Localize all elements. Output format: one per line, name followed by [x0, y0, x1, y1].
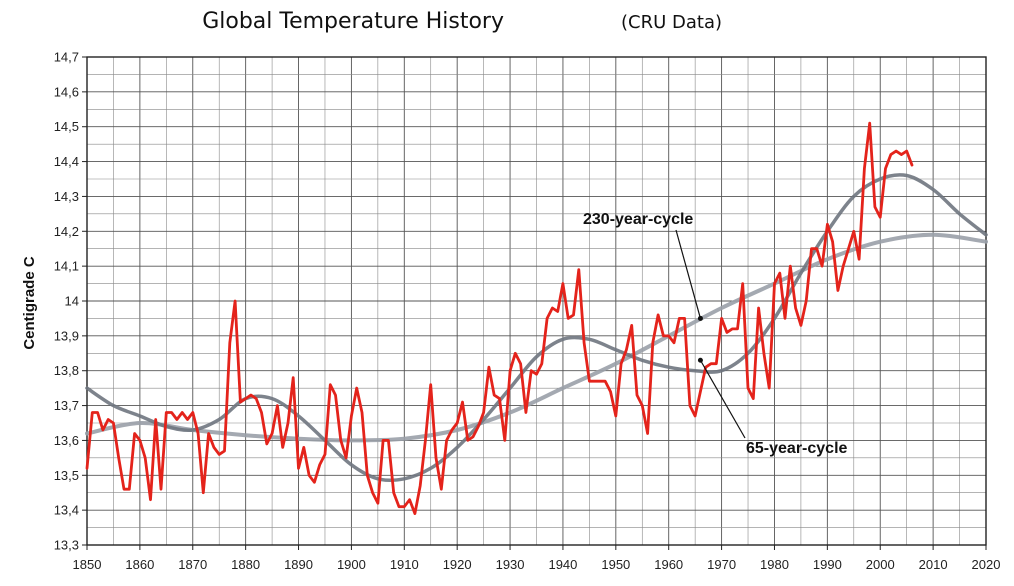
annotation-arrowhead-65	[697, 357, 703, 363]
y-tick-label: 13,7	[54, 398, 79, 413]
x-tick-label: 1970	[707, 557, 736, 572]
x-tick-label: 1880	[231, 557, 260, 572]
x-tick-label: 1960	[654, 557, 683, 572]
x-tick-label: 2020	[972, 557, 1001, 572]
x-tick-label: 1850	[73, 557, 102, 572]
annotation-65-year-cycle: 65-year-cycle	[746, 440, 848, 457]
annotations: 230-year-cycle 65-year-cycle	[583, 211, 848, 457]
x-tick-label: 1990	[813, 557, 842, 572]
series-230-year-cycle	[85, 232, 988, 443]
y-tick-label: 14,7	[54, 50, 79, 65]
annotation-arrow-65	[699, 359, 746, 439]
annotation-arrowhead-230	[697, 315, 703, 321]
series-65-year-cycle	[85, 173, 988, 483]
x-tick-label: 1950	[601, 557, 630, 572]
x-tick-label: 1890	[284, 557, 313, 572]
y-tick-label: 14	[65, 294, 79, 309]
x-axis-ticks: 1850 1860 1870 1880 1890 1900 1910 1920 1930 1940…	[73, 545, 1001, 572]
series-lines	[85, 121, 988, 515]
chart-subtitle: (CRU Data)	[621, 12, 722, 33]
x-tick-label: 1920	[443, 557, 472, 572]
x-tick-label: 1910	[390, 557, 419, 572]
annotation-230-year-cycle: 230-year-cycle	[583, 211, 693, 228]
y-tick-label: 13,6	[54, 433, 79, 448]
y-tick-label: 13,8	[54, 363, 79, 378]
x-tick-label: 1930	[496, 557, 525, 572]
x-tick-label: 1940	[548, 557, 577, 572]
y-axis-ticks: 13,3 13,4 13,5 13,6 13,7 13,8 13,9 14 14,1 14,2 14…	[54, 50, 87, 553]
y-tick-label: 13,5	[54, 468, 79, 483]
x-tick-label: 1870	[178, 557, 207, 572]
y-tick-label: 14,1	[54, 259, 79, 274]
y-tick-label: 14,3	[54, 189, 79, 204]
x-tick-label: 2010	[919, 557, 948, 572]
y-axis-label: Centigrade C	[21, 256, 38, 350]
series-cru-temperature	[85, 121, 914, 515]
x-tick-label: 1900	[337, 557, 366, 572]
chart-title: Global Temperature History	[202, 9, 504, 34]
x-tick-label: 1980	[760, 557, 789, 572]
annotation-arrow-230	[675, 229, 702, 319]
y-tick-label: 14,5	[54, 119, 79, 134]
y-tick-label: 13,4	[54, 503, 79, 518]
y-tick-label: 14,2	[54, 224, 79, 239]
y-tick-label: 13,3	[54, 538, 79, 553]
x-tick-label: 2000	[866, 557, 895, 572]
x-tick-label: 1860	[125, 557, 154, 572]
y-tick-label: 14,6	[54, 84, 79, 99]
y-tick-label: 14,4	[54, 154, 79, 169]
grid	[86, 56, 987, 546]
y-tick-label: 13,9	[54, 328, 79, 343]
